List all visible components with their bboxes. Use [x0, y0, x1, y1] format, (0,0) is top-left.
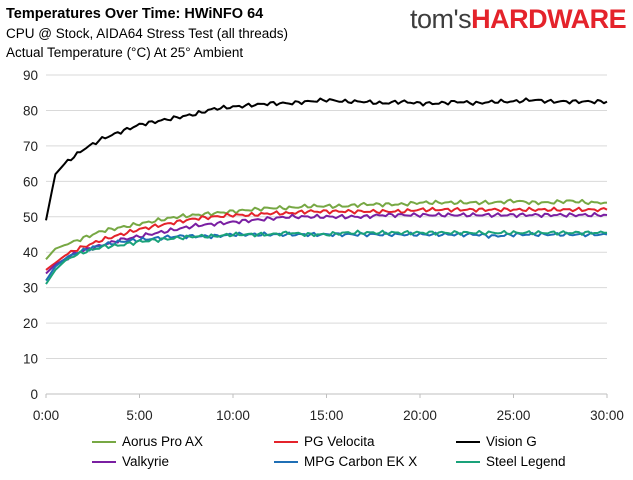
y-tick-label: 90 [23, 68, 38, 83]
series-line-valkyrie [45, 212, 608, 275]
series-line-aorus-pro-ax [45, 198, 608, 260]
legend-label: Aorus Pro AX [122, 434, 204, 449]
y-tick-label: 40 [23, 245, 38, 260]
x-tick-label: 15:00 [310, 408, 344, 423]
y-tick-label: 60 [23, 174, 38, 189]
legend-swatch [274, 440, 298, 443]
series-line-pg-velocita [45, 206, 608, 271]
x-tick-label: 20:00 [403, 408, 437, 423]
legend-item: Aorus Pro AX [92, 434, 203, 449]
brand-logo-part2: HARDWARE [471, 4, 627, 34]
legend-item: Valkyrie [92, 454, 169, 469]
x-tick-label: 25:00 [497, 408, 531, 423]
series-line-vision-g [45, 97, 608, 221]
y-tick-label: 10 [23, 352, 38, 367]
legend-item: PG Velocita [274, 434, 375, 449]
y-tick-label: 0 [30, 387, 38, 402]
series-lines [45, 97, 608, 285]
y-tick-label: 30 [23, 281, 38, 296]
legend-swatch [274, 460, 298, 463]
legend-swatch [92, 460, 116, 463]
chart-axis-label: Actual Temperature (°C) At 25° Ambient [6, 45, 244, 60]
legend-swatch [456, 460, 480, 463]
axes: 0 10 20 30 40 50 60 70 80 90 0:00 5:00 10:00 15:00 20:… [23, 68, 624, 423]
legend-item: Vision G [456, 434, 537, 449]
x-tick-label: 0:00 [33, 408, 59, 423]
legend-item: MPG Carbon EK X [274, 454, 417, 469]
series-line-steel-legend [45, 229, 607, 285]
x-tick-label: 30:00 [590, 408, 624, 423]
y-tick-label: 80 [23, 103, 38, 118]
legend-label: Valkyrie [122, 454, 170, 469]
y-tick-label: 20 [23, 316, 38, 331]
series-line-mpg-carbon-ek-x [45, 231, 608, 282]
legend-label: Vision G [486, 434, 537, 449]
legend-swatch [92, 440, 116, 443]
legend-label: Steel Legend [486, 454, 566, 469]
legend-swatch [456, 440, 480, 443]
y-tick-label: 70 [23, 139, 38, 154]
x-tick-label: 10:00 [216, 408, 250, 423]
x-tick-label: 5:00 [126, 408, 152, 423]
chart-subtitle: CPU @ Stock, AIDA64 Stress Test (all thr… [6, 26, 289, 41]
chart-title: Temperatures Over Time: HWiNFO 64 [6, 6, 264, 22]
legend-label: PG Velocita [304, 434, 375, 449]
legend-label: MPG Carbon EK X [304, 454, 418, 469]
legend-item: Steel Legend [456, 454, 566, 469]
y-tick-label: 50 [23, 210, 38, 225]
brand-logo-part1: tom's [410, 4, 472, 34]
brand-logo: tom'sHARDWARE [410, 4, 627, 35]
